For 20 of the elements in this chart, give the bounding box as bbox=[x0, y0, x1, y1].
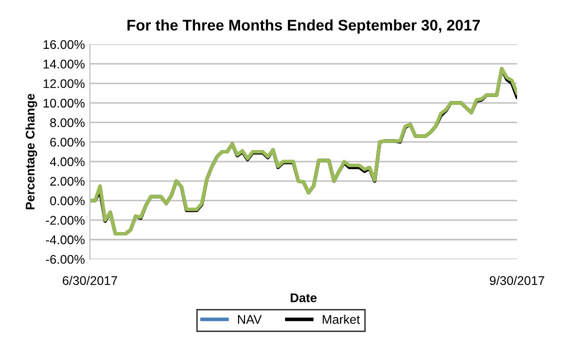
y-tick-label: 12.00% bbox=[44, 79, 85, 88]
y-tick-label: -6.00% bbox=[46, 254, 85, 264]
y-tick-label: 10.00% bbox=[44, 98, 85, 108]
legend-label: Market bbox=[322, 314, 360, 324]
line-series bbox=[90, 67, 518, 236]
chart-title: For the Three Months Ended September 30, 2017 bbox=[128, 19, 480, 34]
y-axis-title: Percentage Change bbox=[25, 94, 38, 210]
y-tick-label: -4.00% bbox=[46, 235, 85, 244]
x-axis-title: Date bbox=[290, 293, 317, 302]
y-tick-label: 14.00% bbox=[44, 60, 85, 69]
x-tick-label: 9/30/2017 bbox=[490, 276, 544, 286]
y-tick-label: 4.00% bbox=[50, 157, 85, 166]
x-tick-label: 6/30/2017 bbox=[62, 276, 118, 286]
y-tick-label: 16.00% bbox=[44, 40, 85, 49]
y-tick-label: 0.00% bbox=[50, 196, 85, 206]
y-tick-label: 2.00% bbox=[50, 176, 85, 186]
y-tick-label: 8.00% bbox=[50, 118, 85, 128]
y-tick-label: -2.00% bbox=[46, 216, 85, 225]
legend-label: NAV bbox=[238, 315, 262, 324]
y-tick-label: 6.00% bbox=[50, 138, 85, 147]
